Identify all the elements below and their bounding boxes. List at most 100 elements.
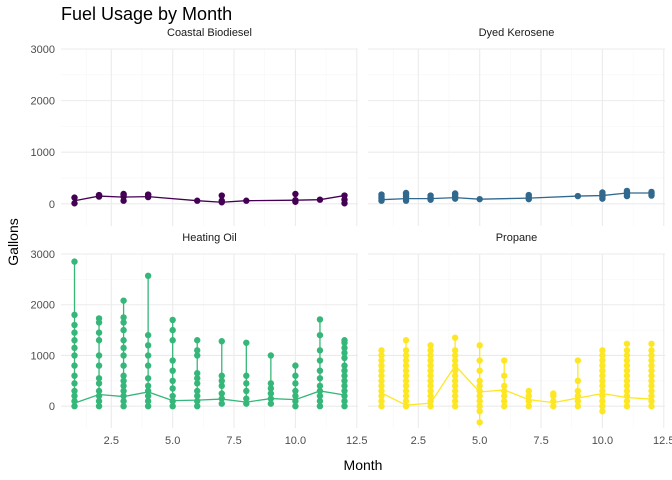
- data-point: [574, 402, 582, 410]
- data-point: [194, 347, 201, 354]
- data-point: [648, 377, 655, 385]
- data-point: [427, 192, 434, 199]
- data-point: [427, 357, 434, 364]
- data-point: [648, 340, 655, 347]
- data-point: [169, 377, 176, 385]
- data-point: [341, 372, 348, 379]
- data-point: [402, 382, 410, 390]
- data-point: [574, 387, 582, 395]
- data-point: [402, 352, 410, 359]
- data-point: [623, 340, 631, 347]
- data-point: [341, 337, 348, 344]
- data-point: [144, 342, 152, 349]
- panel-coastal-biodiesel: Coastal Biodiesel 0 1000 2000 3000: [31, 27, 358, 226]
- data-point: [623, 187, 631, 195]
- panel-dyed-kerosene: Dyed Kerosene: [368, 27, 665, 226]
- panels: Coastal Biodiesel 0 1000 2000 3000 Dyed Keros…: [31, 27, 672, 447]
- data-point: [144, 191, 152, 198]
- data-point: [623, 367, 631, 374]
- data-point: [574, 392, 582, 400]
- data-point: [169, 357, 176, 364]
- data-point: [341, 387, 348, 395]
- x-tick-label: 7.5: [533, 435, 548, 447]
- data-point: [427, 387, 434, 395]
- data-point: [341, 349, 348, 357]
- data-point: [476, 387, 483, 395]
- data-point: [451, 402, 459, 410]
- data-point: [476, 367, 483, 374]
- data-point: [427, 402, 434, 410]
- chart-title: Fuel Usage by Month: [61, 4, 232, 24]
- data-point: [451, 190, 459, 197]
- data-point: [341, 397, 348, 405]
- panel-strip-label: Dyed Kerosene: [479, 27, 555, 39]
- data-point: [169, 385, 176, 392]
- data-point: [378, 191, 385, 198]
- panel-strip-label: Coastal Biodiesel: [167, 27, 252, 39]
- data-point: [316, 392, 324, 400]
- data-point: [316, 347, 324, 354]
- data-point: [648, 352, 655, 359]
- data-point: [194, 392, 201, 400]
- data-point: [623, 402, 631, 410]
- data-point: [267, 400, 275, 407]
- data-point: [120, 337, 127, 344]
- data-point: [120, 377, 127, 385]
- data-point: [550, 402, 557, 410]
- data-point: [292, 190, 299, 198]
- data-point: [316, 357, 324, 364]
- data-point: [599, 408, 606, 415]
- data-point: [427, 352, 434, 359]
- data-point: [525, 397, 532, 405]
- data-point: [169, 326, 176, 334]
- data-point: [550, 390, 557, 397]
- data-point: [599, 392, 606, 400]
- data-point: [451, 352, 459, 359]
- data-point: [451, 362, 459, 369]
- data-point: [623, 357, 631, 364]
- data-point: [292, 397, 299, 405]
- data-point: [427, 397, 434, 405]
- data-point: [402, 367, 410, 374]
- series-line-dyed-kerosene: [381, 192, 652, 201]
- series-line-heating-oil: [74, 390, 345, 404]
- data-point: [427, 342, 434, 349]
- data-point: [194, 375, 201, 382]
- data-point: [623, 382, 631, 390]
- data-point: [451, 377, 459, 385]
- data-point: [378, 367, 385, 374]
- data-point: [120, 362, 127, 369]
- data-point: [144, 387, 152, 395]
- data-point: [95, 397, 103, 405]
- data-point: [623, 352, 631, 359]
- data-point: [144, 397, 152, 405]
- data-point: [95, 329, 103, 336]
- x-tick-label: 12.5: [653, 435, 672, 447]
- data-point: [71, 321, 78, 329]
- data-point: [218, 338, 225, 345]
- data-point: [648, 357, 655, 364]
- data-point: [243, 197, 250, 204]
- data-point: [648, 372, 655, 379]
- data-point: [648, 387, 655, 395]
- data-point: [623, 372, 631, 379]
- data-point: [218, 377, 225, 385]
- data-point: [218, 372, 225, 379]
- data-point: [71, 337, 78, 344]
- x-axis-title: Month: [344, 457, 383, 473]
- data-point: [599, 367, 606, 374]
- x-tick-label: 2.5: [411, 435, 426, 447]
- data-point: [243, 372, 250, 379]
- data-point: [402, 189, 410, 197]
- data-point: [402, 397, 410, 405]
- data-point: [95, 392, 103, 400]
- data-point: [525, 392, 532, 400]
- data-point: [95, 315, 103, 322]
- data-point: [550, 397, 557, 405]
- data-point: [501, 372, 508, 379]
- data-point: [316, 402, 324, 410]
- data-point: [120, 382, 127, 390]
- data-point: [218, 197, 225, 204]
- y-tick-label: 1000: [31, 147, 55, 159]
